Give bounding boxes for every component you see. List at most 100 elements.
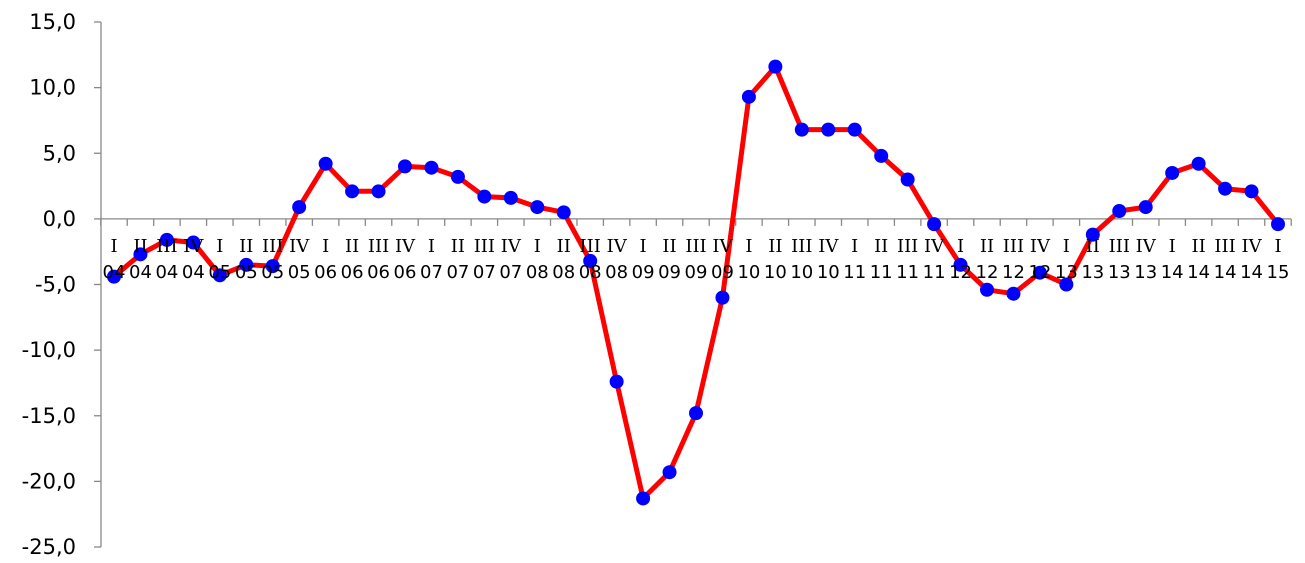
axes [100,22,1291,547]
x-tick-quarter-label: I [428,236,435,257]
x-tick-quarter-label: III [262,236,283,257]
x-tick-quarter-label: II [980,236,994,257]
data-point [1032,265,1047,280]
x-tick-quarter-label: III [897,236,918,257]
data-point [1218,181,1233,196]
data-point [107,269,121,284]
x-tick-quarter-label: III [156,236,177,257]
x-tick-year-label: 13 [1055,262,1078,283]
x-tick-quarter-label: II [1086,236,1100,257]
data-point [1271,217,1285,232]
x-tick-quarter-label: I [1063,236,1070,257]
data-point [1006,286,1021,301]
data-point [477,189,492,204]
x-tick-year-label: 14 [1161,262,1184,283]
x-tick-quarter-label: II [133,236,147,257]
data-point [821,122,836,137]
data-point [186,235,201,250]
x-tick-quarter-label: III [368,236,389,257]
x-tick-quarter-label: I [957,236,964,257]
x-tick-year-label: 12 [949,262,972,283]
x-tick-quarter-label: I [534,236,541,257]
x-tick-quarter-label: IV [1241,236,1262,257]
x-tick-quarter-label: III [1109,236,1130,257]
data-point [953,257,968,272]
x-axis-labels: I04II04III04IV04I05II05III05IV05I06II06I… [103,236,1290,283]
x-tick-quarter-label: IV [607,236,628,257]
x-tick-year-label: 08 [526,262,549,283]
x-tick-quarter-label: IV [501,236,522,257]
x-tick-year-label: 06 [367,262,390,283]
data-point [133,247,148,262]
data-point [1191,156,1206,171]
x-tick-year-label: 12 [1028,262,1051,283]
x-tick-year-label: 05 [261,262,284,283]
x-tick-quarter-label: III [580,236,601,257]
data-point [1085,227,1100,242]
data-point [662,465,677,480]
data-point [265,259,280,274]
x-tick-year-label: 09 [632,262,655,283]
x-tick-quarter-label: III [1214,236,1235,257]
data-point [609,374,624,389]
x-tick-quarter-label: IV [1136,236,1157,257]
data-point [1059,277,1074,292]
x-tick-quarter-label: II [451,236,465,257]
x-tick-quarter-label: IV [924,236,945,257]
x-tick-quarter-label: II [768,236,782,257]
x-tick-year-label: 14 [1187,262,1210,283]
data-point [398,159,412,174]
x-tick-year-label: 06 [394,262,417,283]
data-point [292,200,307,215]
data-point [741,89,756,104]
x-tick-quarter-label: III [791,236,812,257]
data-point [927,217,942,232]
data-point [212,268,227,283]
x-tick-year-label: 10 [790,262,813,283]
y-tick-label: 10,0 [29,76,76,100]
x-tick-year-label: 12 [976,262,999,283]
data-point [715,290,730,305]
data-point [636,491,651,506]
x-tick-quarter-label: IV [395,236,416,257]
data-point [371,184,386,199]
data-point [503,190,518,205]
data-point [847,122,862,137]
x-tick-year-label: 10 [817,262,840,283]
data-point [530,200,545,215]
x-tick-year-label: 04 [129,262,152,283]
x-tick-quarter-label: II [239,236,253,257]
data-point [450,169,465,184]
x-tick-quarter-label: II [874,236,888,257]
x-tick-year-label: 08 [579,262,602,283]
x-tick-year-label: 07 [420,262,443,283]
x-tick-year-label: 13 [1134,262,1157,283]
data-point [239,257,254,272]
y-tick-label: -15,0 [22,404,76,428]
x-tick-quarter-label: III [1003,236,1024,257]
x-tick-year-label: 07 [499,262,522,283]
x-tick-year-label: 15 [1267,262,1290,283]
x-tick-quarter-label: III [474,236,495,257]
x-tick-year-label: 08 [605,262,628,283]
x-tick-quarter-label: II [1192,236,1206,257]
x-tick-quarter-label: III [685,236,706,257]
x-tick-year-label: 06 [341,262,364,283]
x-tick-year-label: 14 [1214,262,1237,283]
data-point [1165,165,1180,180]
x-tick-quarter-label: I [216,236,223,257]
x-tick-year-label: 14 [1240,262,1263,283]
x-tick-year-label: 07 [446,262,469,283]
x-tick-quarter-label: I [110,236,117,257]
x-tick-quarter-label: II [345,236,359,257]
x-tick-quarter-label: I [322,236,329,257]
x-tick-year-label: 11 [870,262,893,283]
x-tick-quarter-label: I [1274,236,1281,257]
x-tick-year-label: 09 [711,262,734,283]
x-tick-quarter-label: I [745,236,752,257]
data-point [768,59,783,74]
x-tick-year-label: 05 [208,262,231,283]
y-tick-label: -20,0 [22,469,76,493]
x-tick-year-label: 08 [552,262,575,283]
